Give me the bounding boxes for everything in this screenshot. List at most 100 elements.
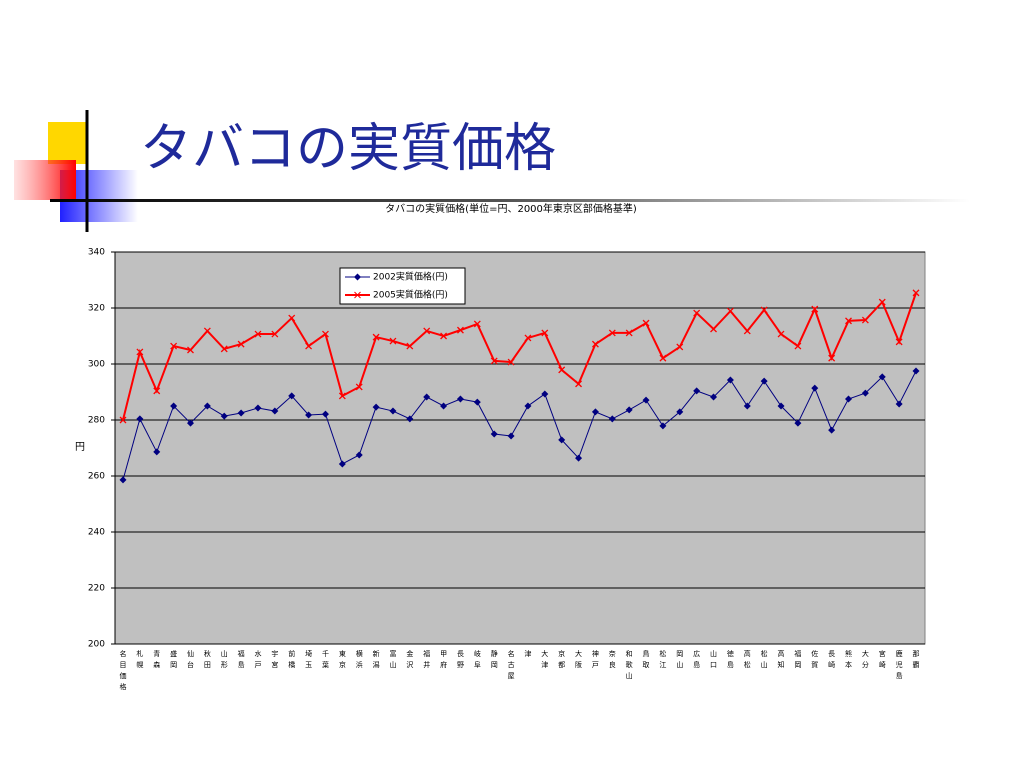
x-tick-label: 秋田 [203, 649, 211, 672]
point [440, 332, 448, 340]
x-tick-label: 静岡 [490, 649, 498, 672]
point [845, 317, 852, 325]
point [186, 419, 194, 427]
point [254, 404, 262, 412]
x-tick-label: 宇宮 [271, 649, 279, 672]
point [322, 330, 329, 338]
point [136, 415, 144, 423]
point [288, 314, 296, 322]
point [726, 376, 734, 384]
x-tick-label: 名目価格 [119, 649, 127, 694]
x-tick-label: 津 [524, 650, 532, 661]
point [558, 366, 566, 374]
x-tick-label: 千葉 [321, 649, 329, 672]
x-tick-label: 佐賀 [811, 649, 819, 672]
x-tick-label: 富山 [389, 649, 397, 672]
y-tick-label: 280 [88, 416, 105, 426]
x-tick-label: 埼玉 [305, 649, 313, 672]
point [203, 327, 211, 335]
point [676, 408, 684, 416]
x-tick-label: 熊本 [845, 649, 853, 672]
x-tick-label: 福井 [423, 649, 431, 672]
x-tick-label: 札幌 [136, 649, 144, 672]
point [828, 354, 836, 362]
x-tick-label: 高松 [743, 649, 751, 672]
x-tick-label: 福島 [237, 649, 245, 672]
deco-yellow [48, 122, 88, 164]
x-tick-label: 大阪 [575, 649, 583, 672]
x-tick-label: 前橋 [288, 649, 296, 672]
point [524, 334, 532, 342]
x-tick-label: 福岡 [794, 649, 802, 672]
x-tick-label: 松江 [659, 649, 667, 672]
point [659, 354, 667, 362]
point [220, 345, 228, 353]
point [642, 319, 650, 327]
point [591, 408, 599, 416]
x-tick-label: 盛岡 [170, 649, 178, 672]
point [389, 337, 397, 345]
x-tick-label: 和歌山 [625, 649, 633, 683]
point [170, 342, 178, 350]
point [760, 377, 768, 385]
point [558, 436, 566, 444]
point [338, 460, 346, 468]
x-tick-label: 甲府 [440, 650, 448, 672]
y-tick-label: 260 [88, 472, 105, 482]
point [912, 289, 920, 297]
x-tick-label: 鳥取 [642, 649, 650, 672]
y-tick-label: 220 [88, 584, 105, 594]
y-tick-label: 300 [88, 360, 105, 370]
x-tick-label: 青森 [153, 649, 161, 672]
point [473, 398, 481, 406]
point [693, 309, 701, 317]
legend-marker [354, 291, 361, 299]
x-tick-label: 宮崎 [878, 649, 886, 672]
point [912, 367, 920, 375]
y-axis-label: 円 [75, 442, 85, 453]
point [440, 402, 448, 410]
x-tick-label: 徳島 [726, 649, 734, 672]
point [271, 330, 279, 338]
chart-title: タバコの実質価格(単位=円、2000年東京区部価格基準) [385, 202, 637, 215]
point [608, 329, 616, 337]
point [760, 306, 768, 314]
point [153, 387, 161, 395]
point [507, 358, 515, 366]
point [575, 380, 583, 388]
point [659, 422, 667, 430]
point [811, 305, 819, 313]
point [710, 393, 718, 401]
point [726, 307, 734, 315]
series-line [122, 370, 917, 481]
point [237, 409, 245, 417]
point [389, 407, 397, 415]
point [423, 393, 431, 401]
x-tick-label: 山形 [220, 649, 228, 672]
legend-marker [354, 273, 361, 281]
point [406, 415, 414, 423]
x-tick-label: 鹿児島 [895, 649, 903, 683]
point [541, 329, 549, 337]
point [338, 392, 346, 400]
x-tick-label: 京都 [558, 649, 566, 672]
point [693, 387, 701, 395]
y-tick-label: 240 [88, 528, 105, 538]
point [625, 406, 633, 414]
x-tick-label: 金沢 [406, 649, 414, 672]
point [254, 330, 262, 338]
point [355, 451, 363, 459]
deco-hline [50, 199, 970, 202]
x-tick-label: 東京 [338, 649, 346, 672]
point [456, 395, 464, 403]
point [878, 373, 886, 381]
y-tick-label: 200 [88, 640, 105, 650]
point [676, 343, 684, 351]
point [794, 419, 802, 427]
point [861, 389, 869, 397]
deco-red [14, 160, 76, 200]
x-tick-label: 松山 [760, 649, 768, 672]
x-tick-label: 新潟 [372, 649, 380, 672]
point [895, 338, 903, 346]
